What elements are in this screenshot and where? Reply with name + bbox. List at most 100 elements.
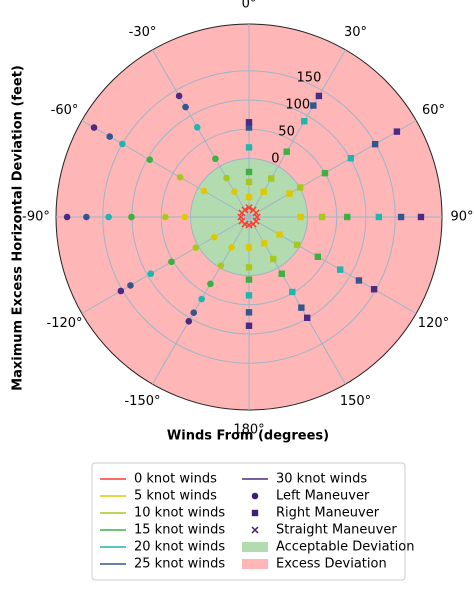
plot-area (55, 23, 443, 411)
point (297, 213, 304, 221)
grid-spoke (248, 120, 417, 218)
point (283, 148, 290, 155)
theta-tick-label: -90° (22, 210, 50, 225)
point (245, 204, 253, 212)
legend-label: 30 knot winds (276, 472, 367, 487)
point (119, 140, 126, 148)
legend-swatch (242, 542, 268, 552)
point (347, 155, 355, 162)
point (303, 314, 311, 321)
point (310, 102, 317, 109)
point (278, 270, 285, 277)
point (245, 221, 253, 229)
point (315, 92, 323, 100)
theta-tick-label: -120° (47, 316, 83, 331)
point (375, 213, 383, 221)
theta-tick-label: -30° (129, 25, 157, 40)
point (245, 309, 253, 316)
point (289, 288, 296, 296)
point (245, 276, 253, 283)
legend-label: Straight Maneuver (276, 523, 397, 538)
point (128, 213, 135, 221)
point (355, 277, 363, 284)
legend-label: Left Maneuver (276, 489, 370, 504)
point (200, 187, 208, 195)
point (105, 213, 112, 221)
legend-label: 20 knot winds (134, 540, 225, 555)
point (223, 174, 230, 182)
point (106, 133, 114, 140)
point (370, 286, 378, 293)
point (83, 213, 90, 221)
legend-label: 0 knot winds (134, 472, 217, 487)
theta-tick-label: 120° (418, 316, 449, 331)
theta-tick-label: -60° (51, 103, 79, 118)
legend-marker (251, 492, 259, 500)
point (270, 255, 277, 263)
point (261, 240, 268, 247)
theta-tick-label: 0° (242, 0, 257, 12)
theta-tick-label: 30° (344, 25, 367, 40)
legend-box (91, 462, 406, 581)
point (336, 266, 344, 273)
point (182, 103, 189, 111)
point (162, 213, 169, 221)
point (63, 213, 71, 221)
point (207, 280, 214, 288)
point (245, 124, 253, 131)
r-tick-label: 0 (271, 151, 279, 166)
point (231, 188, 238, 195)
point (192, 244, 200, 252)
point (212, 155, 219, 163)
point (228, 244, 235, 251)
theta-tick-label: 150° (340, 394, 371, 409)
legend-label: 10 knot winds (134, 506, 225, 521)
point (117, 287, 125, 295)
legend-label: Acceptable Deviation (276, 540, 414, 555)
legend-label: Excess Deviation (276, 557, 387, 572)
point (245, 322, 253, 329)
r-tick-label: 150 (297, 70, 322, 85)
point (371, 140, 379, 148)
legend-swatch (242, 559, 268, 569)
point (344, 213, 351, 221)
point (175, 92, 183, 100)
r-tick-label: 100 (285, 97, 310, 112)
point (393, 128, 401, 135)
point (245, 244, 253, 251)
point (147, 270, 155, 278)
legend-marker (251, 526, 259, 534)
legend-label: 25 knot winds (134, 557, 225, 572)
point (268, 175, 275, 182)
point (293, 241, 301, 248)
point (245, 264, 253, 271)
point (314, 253, 322, 260)
point (245, 178, 253, 186)
legend-label: Right Maneuver (276, 506, 380, 521)
legend-marker (251, 509, 259, 517)
point (146, 156, 154, 163)
legend-label: 5 knot winds (134, 489, 217, 504)
point (318, 213, 326, 221)
point (245, 193, 253, 201)
theta-tick-label: 180° (233, 423, 264, 438)
point (276, 231, 283, 238)
point (181, 213, 188, 221)
point (185, 318, 193, 325)
point (127, 282, 134, 289)
theta-tick-label: 90° (450, 210, 473, 225)
theta-tick-label: -150° (124, 394, 160, 409)
point (241, 206, 249, 214)
point (193, 124, 201, 131)
grid-spoke (81, 216, 250, 314)
point (90, 124, 98, 131)
point (245, 168, 253, 176)
y-axis-label: Maximum Excess Horizontal Deviation (fee… (11, 65, 26, 391)
point (417, 213, 425, 221)
point (321, 169, 329, 177)
point (210, 233, 218, 241)
point (296, 184, 304, 191)
point (260, 188, 267, 195)
point (245, 144, 253, 151)
